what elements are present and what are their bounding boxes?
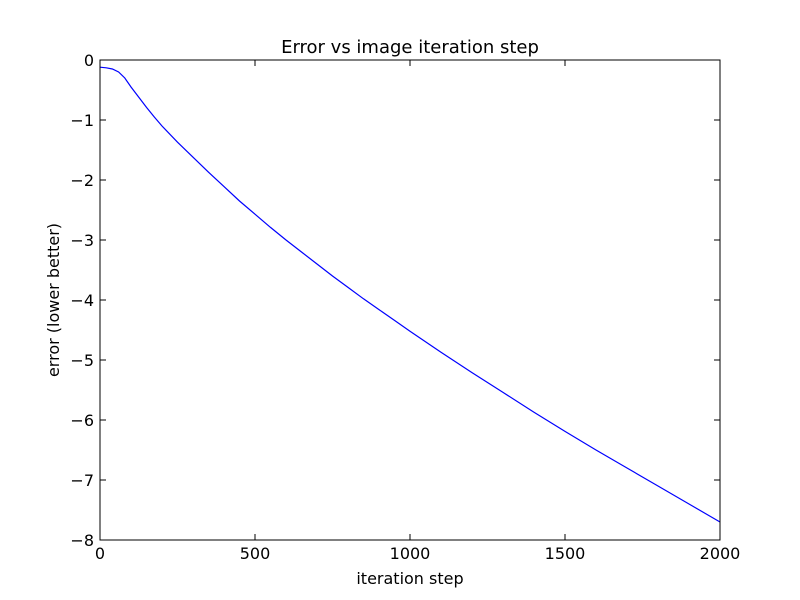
y-tick-label: 0 [84, 51, 94, 70]
series-layer [99, 66, 721, 523]
y-tick-label: −8 [70, 531, 94, 550]
chart-title: Error vs image iteration step [281, 37, 539, 58]
y-tick-label: −6 [70, 411, 94, 430]
series-line-0 [99, 66, 721, 523]
y-tick-label: −3 [70, 231, 94, 250]
y-tick-label: −1 [70, 111, 94, 130]
plot-area: 0 500 1000 1500 2000 0 −1 −2 −3 −4 −5 −6 −7 −8 [70, 51, 740, 563]
x-axis-label: iteration step [356, 569, 463, 588]
y-tick-label: −5 [70, 351, 94, 370]
y-tick-label: −4 [70, 291, 94, 310]
y-tick-label: −7 [70, 471, 94, 490]
y-tick-label: −2 [70, 171, 94, 190]
x-tick-label: 1000 [390, 544, 431, 563]
x-tick-label: 2000 [700, 544, 741, 563]
x-tick-label: 0 [95, 544, 105, 563]
x-tick-label: 500 [240, 544, 271, 563]
x-tick-label: 1500 [545, 544, 586, 563]
tick-layer: 0 500 1000 1500 2000 0 −1 −2 −3 −4 −5 −6 −7 −8 [70, 51, 740, 563]
y-axis-label: error (lower better) [44, 223, 63, 377]
